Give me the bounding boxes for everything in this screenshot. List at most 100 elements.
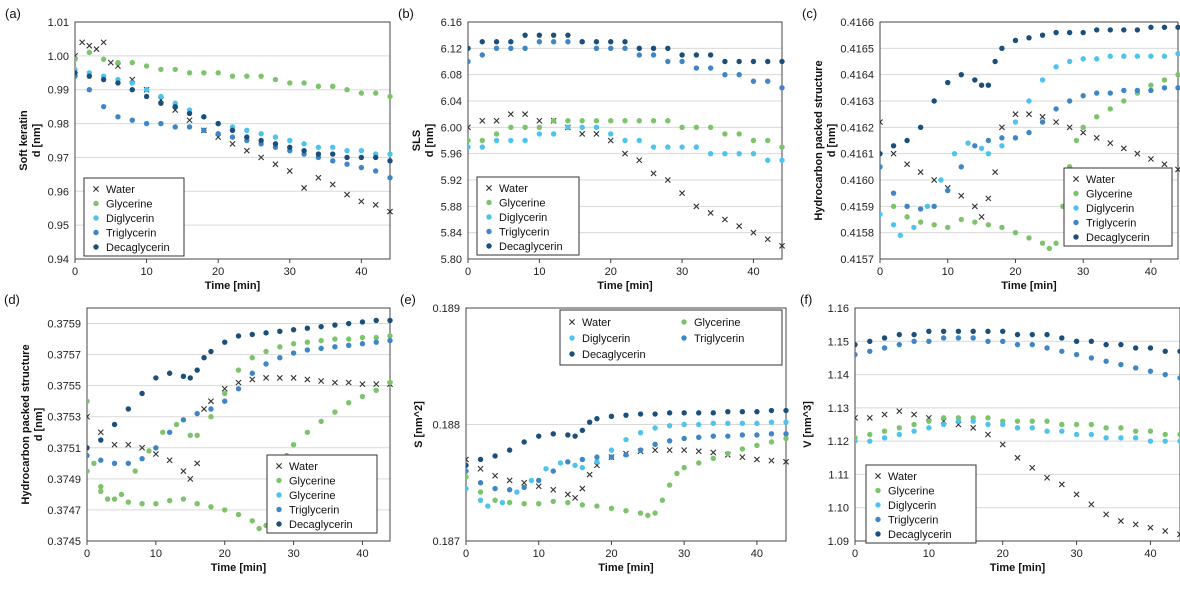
data-point (1073, 491, 1080, 498)
data-point (608, 447, 615, 453)
data-point (636, 137, 642, 144)
data-point (1103, 341, 1109, 348)
data-point (739, 432, 746, 438)
data-point (235, 386, 242, 392)
data-point (1103, 425, 1109, 431)
data-point (622, 137, 628, 144)
data-point (1012, 119, 1019, 125)
data-point (521, 484, 527, 491)
data-point (623, 452, 629, 458)
data-point (679, 52, 685, 58)
data-point (1029, 341, 1035, 348)
data-point (493, 39, 500, 45)
data-point (940, 335, 947, 341)
data-point (528, 477, 535, 484)
data-point (565, 124, 571, 131)
data-point (93, 46, 100, 53)
data-point (235, 367, 242, 373)
data-point (344, 154, 350, 161)
data-point (739, 408, 746, 415)
legend-label: Water (1086, 174, 1115, 186)
data-point (358, 90, 365, 96)
data-point (304, 339, 311, 345)
data-point (1118, 341, 1124, 348)
data-point (499, 499, 506, 506)
data-point (622, 118, 628, 124)
data-point (754, 432, 760, 438)
data-point (1039, 240, 1046, 246)
data-point (287, 80, 293, 86)
data-point (1046, 245, 1053, 252)
data-point (1088, 431, 1095, 438)
data-point (650, 170, 657, 177)
data-point (180, 468, 187, 475)
data-point (896, 408, 903, 415)
data-point (372, 154, 379, 161)
data-point (579, 130, 586, 137)
data-point (593, 45, 600, 52)
data-point (493, 137, 500, 144)
legend-label: Diglycerin (106, 213, 154, 225)
data-point (536, 433, 542, 439)
data-point (652, 425, 658, 431)
data-point (372, 168, 379, 174)
data-point (330, 83, 336, 90)
data-point (693, 65, 700, 71)
y-tick-label: 1.14 (828, 370, 849, 382)
data-point (387, 333, 393, 339)
legend-marker (93, 215, 99, 221)
x-axis-label: Time [min] (598, 562, 654, 574)
y-tick-label: 0.3755 (47, 381, 81, 393)
data-point (186, 107, 193, 113)
data-point (1044, 428, 1050, 434)
data-point (229, 124, 236, 130)
y-axis-label: Hydrocarbon packed structure (20, 344, 32, 504)
data-point (208, 348, 214, 355)
data-point (315, 144, 322, 150)
data-point (586, 419, 593, 425)
data-point (111, 441, 118, 448)
data-point (779, 157, 785, 163)
data-point (492, 485, 498, 492)
data-point (329, 181, 336, 188)
data-point (779, 58, 785, 65)
data-point (358, 154, 365, 161)
data-point (186, 117, 193, 124)
data-point (1073, 421, 1080, 428)
y-tick-label: 0.4160 (840, 175, 874, 187)
data-point (972, 77, 978, 83)
data-point (1039, 32, 1046, 38)
data-point (166, 497, 173, 504)
data-point (543, 466, 549, 472)
data-point (725, 420, 731, 427)
data-point (493, 131, 500, 137)
y-tick-label: 6.08 (441, 70, 462, 82)
data-point (1147, 428, 1154, 434)
data-point (890, 222, 897, 228)
data-point (636, 45, 642, 52)
data-point (277, 328, 283, 334)
data-point (229, 73, 236, 79)
data-point (750, 58, 757, 65)
data-point (579, 485, 586, 492)
data-point (229, 140, 236, 147)
data-point (1060, 203, 1066, 210)
x-axis-label: Time [min] (1001, 280, 1057, 292)
data-point (359, 334, 366, 341)
data-point (985, 150, 992, 157)
data-point (479, 144, 485, 150)
legend-marker (681, 335, 687, 341)
data-point (1059, 428, 1065, 434)
data-point (707, 65, 714, 71)
data-point (115, 114, 121, 120)
data-point (506, 477, 513, 484)
data-point (1026, 129, 1032, 136)
data-point (945, 187, 951, 194)
data-point (180, 373, 187, 380)
data-point (249, 331, 255, 338)
series-water-0 (87, 374, 393, 482)
series-water-0 (880, 111, 1180, 220)
y-tick-label: 0.96 (48, 186, 69, 198)
data-point (725, 433, 731, 439)
